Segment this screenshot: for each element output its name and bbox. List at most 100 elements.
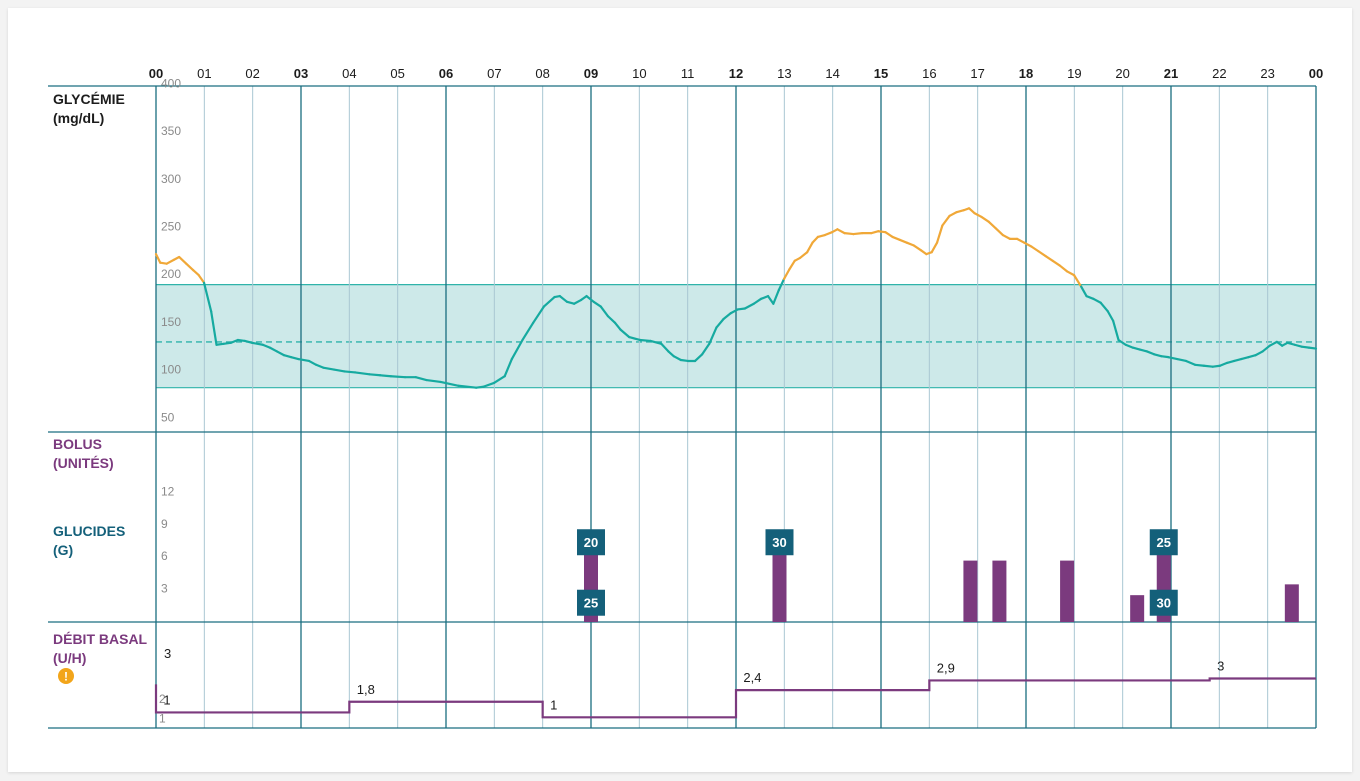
glucose-segment-26 — [343, 370, 357, 374]
glucose-segment-49 — [585, 294, 595, 303]
exclamation-alert-icon: ! — [58, 668, 74, 684]
glucose-segment-27 — [354, 371, 371, 376]
glucose-segment-108 — [994, 227, 1004, 237]
glucose-segment-32 — [414, 376, 428, 382]
hour-label-18: 18 — [1019, 66, 1033, 81]
glucose-y-tick-350: 350 — [161, 124, 181, 138]
carb-labels: 20 25 30 25 30 — [577, 529, 1178, 616]
carb-label-box-3 — [1149, 529, 1178, 556]
glucose-y-tick-200: 200 — [161, 267, 181, 281]
glucose-report-chart: 00 01 02 03 04 05 06 07 08 09 10 11 12 13 14 15 16 17 18 19… — [48, 66, 1323, 729]
glucose-segment-83 — [823, 231, 834, 237]
glucose-y-tick-300: 300 — [161, 172, 181, 186]
basal-unit-label: (U/H) — [53, 650, 86, 666]
glucose-segment-40 — [510, 338, 524, 361]
hour-label-5: 05 — [390, 66, 404, 81]
hour-label-9: 09 — [584, 66, 598, 81]
hour-label-17: 17 — [970, 66, 984, 81]
glucose-segment-36 — [475, 385, 485, 389]
glucose-segment-4 — [178, 255, 188, 265]
glucose-segment-51 — [599, 305, 610, 318]
glucose-segment-133 — [1167, 356, 1179, 361]
glucose-segment-5 — [185, 262, 195, 272]
glucose-segment-107 — [987, 220, 997, 230]
basal-series: 3 1 1,8 1 2,4 2,9 3 — [154, 646, 1316, 719]
basal-label: DÉBIT BASAL — [53, 631, 148, 647]
hour-label-10: 10 — [632, 66, 646, 81]
carb-label-1: 25 — [584, 596, 598, 611]
glucose-segment-2 — [165, 258, 175, 265]
bolus-bars — [584, 549, 1299, 622]
glucose-segment-99 — [935, 224, 944, 244]
glucose-segment-72 — [759, 294, 770, 301]
glucose-segment-149 — [1286, 341, 1296, 346]
glucose-segment-73 — [766, 294, 775, 305]
glucose-segment-100 — [941, 214, 951, 227]
bolus-bar-3 — [992, 560, 1007, 622]
glucose-segment-64 — [701, 342, 711, 356]
glucose-segment-43 — [542, 295, 556, 308]
glucose-segment-16 — [261, 343, 271, 349]
glucose-segment-136 — [1193, 363, 1206, 367]
carb-label-0: 20 — [584, 535, 598, 550]
glucose-segment-25 — [332, 368, 346, 373]
glucose-segment-76 — [782, 268, 791, 281]
basal-step-label-2: 1 — [550, 697, 557, 712]
glucose-segment-118 — [1065, 270, 1076, 277]
basal-start-label: 3 — [164, 646, 171, 661]
glucose-segment-58 — [660, 342, 670, 353]
hour-label-8: 08 — [535, 66, 549, 81]
glucose-segment-39 — [503, 357, 513, 378]
glucose-segment-21 — [297, 357, 311, 363]
glucose-segment-17 — [268, 346, 279, 353]
glucose-segment-126 — [1117, 338, 1127, 346]
glucose-segment-57 — [649, 339, 663, 345]
glucose-segment-41 — [521, 321, 535, 342]
glucose-segment-28 — [368, 373, 382, 377]
glucose-segment-101 — [948, 211, 958, 218]
bolus-y-tick-9: 9 — [161, 517, 168, 531]
glucose-segment-98 — [930, 241, 939, 254]
bolus-unit-label: (UNITÉS) — [53, 455, 114, 471]
glucose-segment-124 — [1106, 310, 1115, 322]
glucose-segment-93 — [898, 238, 908, 244]
glucose-segment-66 — [715, 317, 725, 329]
glucose-segment-63 — [693, 353, 704, 363]
basal-step-label-3: 2,4 — [743, 670, 761, 685]
glucose-segment-77 — [788, 259, 796, 271]
carb-label-box-2 — [765, 529, 794, 556]
glucose-segment-138 — [1211, 364, 1222, 368]
glucose-y-tick-50: 50 — [161, 410, 175, 424]
glucose-segment-0 — [154, 253, 162, 264]
glucose-segment-137 — [1202, 364, 1214, 368]
glycemia-label: GLYCÉMIE — [53, 91, 125, 107]
glucose-segment-34 — [439, 380, 460, 387]
glucose-segment-151 — [1300, 345, 1310, 349]
glucose-segment-122 — [1092, 297, 1102, 304]
glucose-segment-115 — [1044, 254, 1054, 262]
glucose-segment-7 — [197, 274, 206, 284]
carb-label-box-4 — [1149, 589, 1178, 616]
hour-label-16: 16 — [922, 66, 936, 81]
glucose-segment-80 — [806, 241, 814, 254]
glucose-segment-132 — [1160, 355, 1170, 359]
glucose-segment-131 — [1152, 353, 1163, 358]
glucose-segment-125 — [1112, 319, 1120, 342]
glucose-y-tick-400: 400 — [161, 76, 181, 90]
glucose-segment-11 — [222, 341, 232, 345]
glucose-segment-23 — [315, 363, 325, 369]
glucose-segment-55 — [628, 336, 642, 342]
glucose-segment-69 — [736, 307, 746, 311]
hour-label-15: 15 — [874, 66, 888, 81]
glucose-segment-104 — [967, 207, 976, 215]
report-card: 00 01 02 03 04 05 06 07 08 09 10 11 12 13 14 15 16 17 18 19… — [8, 8, 1352, 772]
glucose-segment-52 — [606, 315, 617, 324]
hour-label-14: 14 — [825, 66, 839, 81]
glucose-segment-45 — [558, 294, 569, 303]
glucose-segment-29 — [379, 374, 392, 378]
bolus-label: BOLUS — [53, 436, 102, 452]
glucose-segment-128 — [1131, 346, 1141, 351]
glucose-segment-10 — [215, 342, 225, 346]
glucose-segment-114 — [1037, 250, 1047, 258]
glucose-segment-116 — [1051, 259, 1061, 267]
